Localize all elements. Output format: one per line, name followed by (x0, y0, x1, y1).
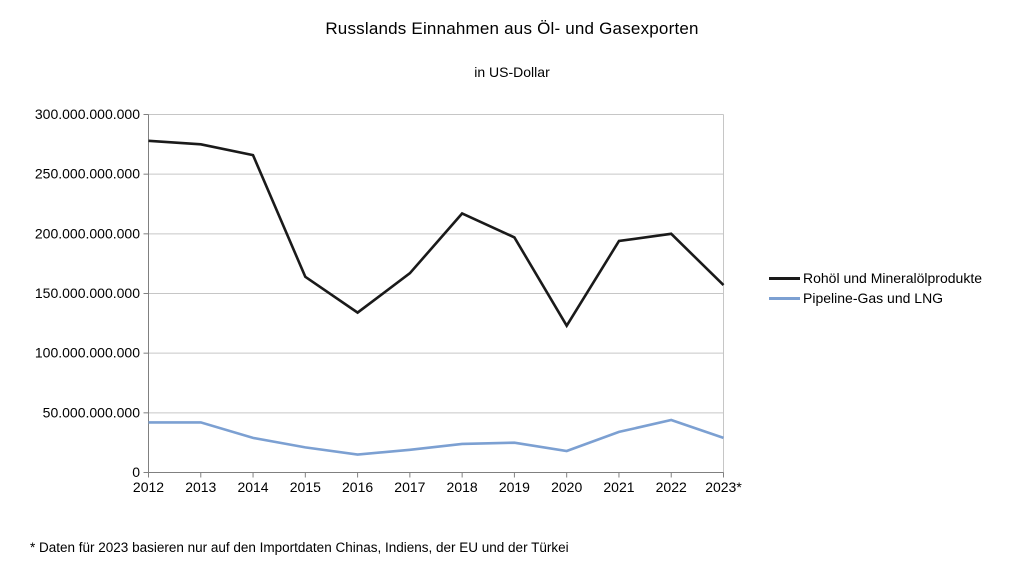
footnote: * Daten für 2023 basieren nur auf den Im… (30, 540, 569, 555)
x-axis-tick-label: 2017 (394, 479, 425, 495)
y-axis-tick-label: 250.000.000.000 (35, 166, 140, 182)
x-axis-tick-label: 2014 (237, 479, 268, 495)
y-axis-tick-label: 200.000.000.000 (35, 225, 140, 241)
x-axis-tick-label: 2021 (603, 479, 634, 495)
y-axis-tick-label: 100.000.000.000 (35, 345, 140, 361)
x-axis-tick-label: 2020 (551, 479, 582, 495)
series-line-pipeline-gas (148, 418, 724, 456)
y-axis-tick-label: 0 (132, 464, 140, 480)
y-axis-tick-label: 300.000.000.000 (35, 106, 140, 122)
x-axis-tick-label: 2022 (656, 479, 687, 495)
x-axis-tick-label: 2023* (705, 479, 742, 495)
x-axis-tick-label: 2019 (499, 479, 530, 495)
x-axis-tick-label: 2016 (342, 479, 373, 495)
legend-label-rohoel: Rohöl und Mineralölprodukte (803, 270, 982, 286)
x-axis-tick-label: 2013 (185, 479, 216, 495)
legend-label-pipeline-gas: Pipeline-Gas und LNG (803, 290, 944, 306)
chart-subtitle: in US-Dollar (474, 64, 550, 80)
legend-item-rohoel: Rohöl und Mineralölprodukte (769, 270, 982, 286)
legend: Rohöl und Mineralölprodukte Pipeline-Gas… (769, 270, 982, 306)
x-axis-tick-label: 2012 (133, 479, 164, 495)
legend-line-sample-rohoel (769, 276, 800, 280)
chart-title: Russlands Einnahmen aus Öl- und Gasexpor… (325, 19, 699, 38)
y-axis-tick-label: 50.000.000.000 (43, 404, 141, 420)
y-axis-tick-label: 150.000.000.000 (35, 285, 140, 301)
series-line-rohoel (148, 139, 725, 329)
x-axis-tick-label: 2018 (447, 479, 478, 495)
x-axis-tick-label: 2015 (290, 479, 321, 495)
legend-item-pipeline-gas: Pipeline-Gas und LNG (769, 290, 982, 306)
legend-line-sample-pipeline-gas (769, 296, 800, 300)
